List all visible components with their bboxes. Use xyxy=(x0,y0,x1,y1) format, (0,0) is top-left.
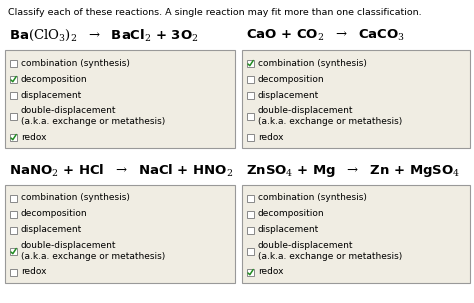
Bar xyxy=(10,248,17,255)
Bar xyxy=(247,211,254,218)
Bar xyxy=(10,134,17,141)
Text: CaO + CO$_2$  $\rightarrow$  CaCO$_3$: CaO + CO$_2$ $\rightarrow$ CaCO$_3$ xyxy=(246,28,405,43)
Text: redox: redox xyxy=(258,132,283,142)
Bar xyxy=(242,50,470,148)
Bar xyxy=(10,211,17,218)
Bar xyxy=(10,59,17,66)
Text: double-displacement: double-displacement xyxy=(21,241,117,250)
Text: double-displacement: double-displacement xyxy=(258,106,354,115)
Text: NaNO$_2$ + HCl  $\rightarrow$  NaCl + HNO$_2$: NaNO$_2$ + HCl $\rightarrow$ NaCl + HNO$… xyxy=(9,163,233,179)
Text: displacement: displacement xyxy=(258,91,319,99)
Bar xyxy=(247,75,254,82)
Text: displacement: displacement xyxy=(21,225,82,235)
Text: (a.k.a. exchange or metathesis): (a.k.a. exchange or metathesis) xyxy=(21,117,165,126)
Bar xyxy=(10,112,17,119)
Text: combination (synthesis): combination (synthesis) xyxy=(21,58,130,68)
Text: decomposition: decomposition xyxy=(21,75,88,84)
Text: combination (synthesis): combination (synthesis) xyxy=(21,194,130,202)
Bar xyxy=(10,195,17,201)
Text: Classify each of these reactions. A single reaction may fit more than one classi: Classify each of these reactions. A sing… xyxy=(8,8,422,17)
Bar xyxy=(247,134,254,141)
Text: (a.k.a. exchange or metathesis): (a.k.a. exchange or metathesis) xyxy=(21,252,165,261)
Bar xyxy=(247,59,254,66)
Bar xyxy=(247,268,254,275)
Text: ZnSO$_4$ + Mg  $\rightarrow$  Zn + MgSO$_4$: ZnSO$_4$ + Mg $\rightarrow$ Zn + MgSO$_4… xyxy=(246,163,460,179)
Text: displacement: displacement xyxy=(21,91,82,99)
Text: decomposition: decomposition xyxy=(21,209,88,218)
Bar xyxy=(10,268,17,275)
Text: combination (synthesis): combination (synthesis) xyxy=(258,58,367,68)
Bar xyxy=(242,185,470,283)
Text: redox: redox xyxy=(21,268,46,277)
Text: double-displacement: double-displacement xyxy=(21,106,117,115)
Bar xyxy=(5,185,235,283)
Text: displacement: displacement xyxy=(258,225,319,235)
Bar xyxy=(247,195,254,201)
Text: decomposition: decomposition xyxy=(258,75,325,84)
Text: redox: redox xyxy=(258,268,283,277)
Bar xyxy=(10,92,17,98)
Bar xyxy=(247,112,254,119)
Bar xyxy=(247,92,254,98)
Bar xyxy=(10,227,17,234)
Bar xyxy=(10,75,17,82)
Text: decomposition: decomposition xyxy=(258,209,325,218)
Text: redox: redox xyxy=(21,132,46,142)
Bar xyxy=(247,248,254,255)
Bar xyxy=(247,227,254,234)
Text: combination (synthesis): combination (synthesis) xyxy=(258,194,367,202)
Text: (a.k.a. exchange or metathesis): (a.k.a. exchange or metathesis) xyxy=(258,117,402,126)
Text: double-displacement: double-displacement xyxy=(258,241,354,250)
Text: (a.k.a. exchange or metathesis): (a.k.a. exchange or metathesis) xyxy=(258,252,402,261)
Text: Ba$\left(\mathrm{ClO_3}\right)_2$  $\rightarrow$  BaCl$_2$ + 3O$_2$: Ba$\left(\mathrm{ClO_3}\right)_2$ $\righ… xyxy=(9,28,199,43)
Bar xyxy=(5,50,235,148)
